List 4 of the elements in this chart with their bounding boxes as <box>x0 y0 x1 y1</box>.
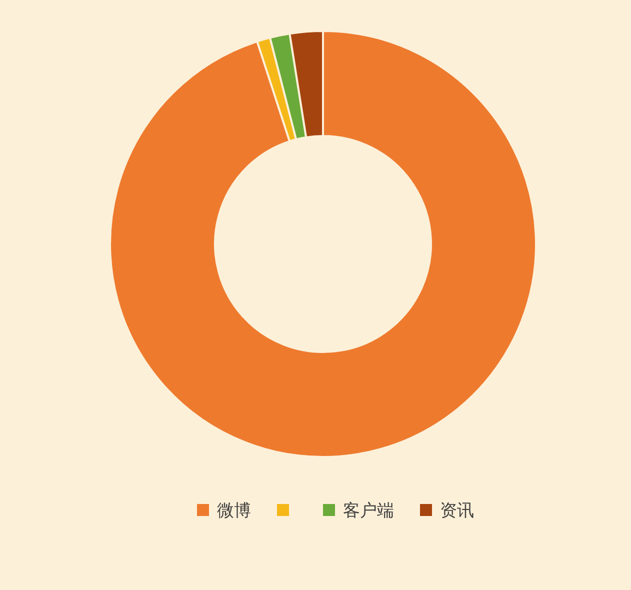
legend-label: 资讯 <box>440 501 474 521</box>
donut-slice <box>109 30 537 458</box>
legend-label: 客户端 <box>343 501 394 521</box>
legend-label: 微博 <box>217 501 251 521</box>
